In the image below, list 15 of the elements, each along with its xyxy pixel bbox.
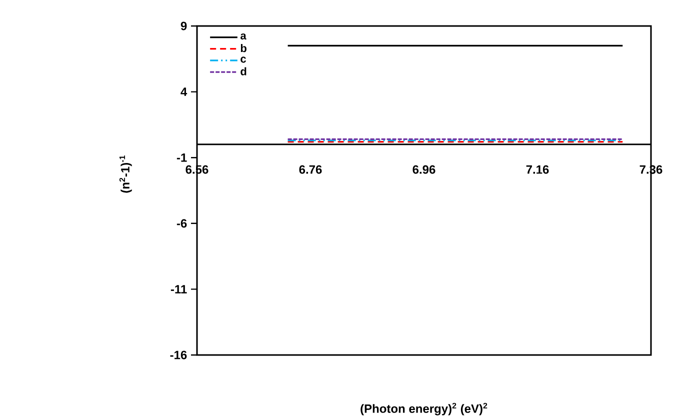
legend-label: d xyxy=(240,67,246,76)
y-tick-label: -11 xyxy=(170,285,187,294)
x-tick-label: 6.96 xyxy=(412,165,436,174)
legend-label: c xyxy=(240,56,246,63)
legend-label: b xyxy=(240,44,246,52)
x-axis-title: (Photon energy)$^{2}$ (eV)$^{2}$ xyxy=(360,402,488,416)
y-tick-label: 9 xyxy=(180,22,187,30)
y-tick-label: -6 xyxy=(176,219,187,228)
legend-label: a xyxy=(240,33,246,40)
y-axis-title: (n$^{2}$-1)$^{-1}$ xyxy=(119,155,132,193)
y-tick-label: 4 xyxy=(180,88,188,96)
x-tick-label: 7.16 xyxy=(526,165,549,174)
y-tick-label: -16 xyxy=(170,350,187,360)
y-tick-label: -1 xyxy=(176,153,187,162)
x-tick-label: 6.76 xyxy=(299,165,322,174)
